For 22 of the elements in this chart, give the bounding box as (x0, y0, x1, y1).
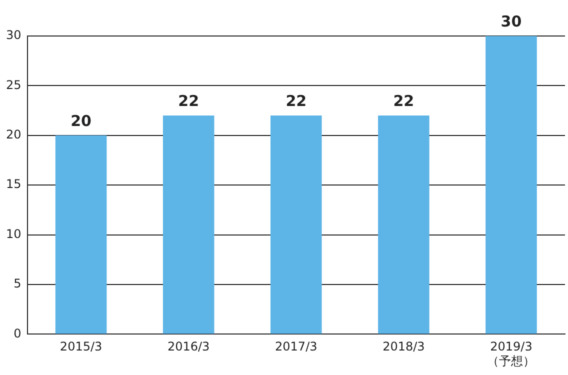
y-tick-label: 10 (6, 226, 22, 241)
data-label: 22 (286, 92, 307, 110)
y-tick-label: 30 (6, 28, 22, 42)
bar (55, 135, 107, 334)
y-tick-label: 15 (6, 177, 22, 192)
x-tick-label: 2018/3 (382, 340, 425, 354)
x-tick-label: 2016/3 (167, 340, 210, 354)
bar (486, 36, 537, 334)
y-tick-label: 20 (6, 128, 22, 142)
bar (162, 116, 214, 334)
data-label: 30 (500, 12, 522, 30)
y-tick-label: 0 (14, 326, 22, 340)
y-tick-label: 25 (6, 78, 22, 92)
bar (378, 116, 430, 334)
data-label: 22 (393, 92, 414, 110)
data-label: 20 (70, 112, 92, 130)
bar (270, 116, 322, 334)
y-tick-label: 5 (14, 276, 22, 291)
x-tick-label: 2015/3 (60, 340, 102, 354)
data-label: 22 (178, 92, 200, 110)
x-tick-label: 2017/3 (275, 340, 318, 354)
x-tick-label: 2019/3 （予想） (487, 340, 536, 368)
